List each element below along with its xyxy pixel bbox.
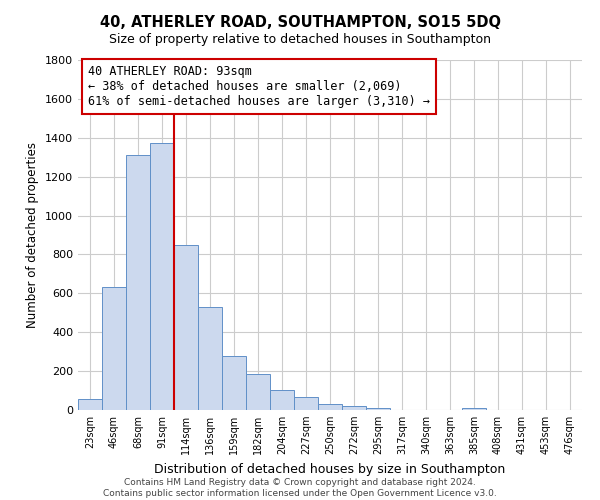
Bar [294,397,318,410]
Y-axis label: Number of detached properties: Number of detached properties [26,142,40,328]
Bar [174,244,198,410]
Text: 40, ATHERLEY ROAD, SOUTHAMPTON, SO15 5DQ: 40, ATHERLEY ROAD, SOUTHAMPTON, SO15 5DQ [100,15,500,30]
Text: 40 ATHERLEY ROAD: 93sqm
← 38% of detached houses are smaller (2,069)
61% of semi: 40 ATHERLEY ROAD: 93sqm ← 38% of detache… [88,66,430,108]
Bar [342,406,366,410]
Bar [270,390,294,410]
Bar [198,307,222,410]
Text: Contains HM Land Registry data © Crown copyright and database right 2024.
Contai: Contains HM Land Registry data © Crown c… [103,478,497,498]
Text: Size of property relative to detached houses in Southampton: Size of property relative to detached ho… [109,32,491,46]
Bar [222,356,246,410]
Bar [126,156,150,410]
Bar [78,400,102,410]
Bar [462,408,486,410]
Bar [246,374,270,410]
X-axis label: Distribution of detached houses by size in Southampton: Distribution of detached houses by size … [154,462,506,475]
Bar [102,286,126,410]
Bar [318,404,342,410]
Bar [366,408,390,410]
Bar [150,142,174,410]
